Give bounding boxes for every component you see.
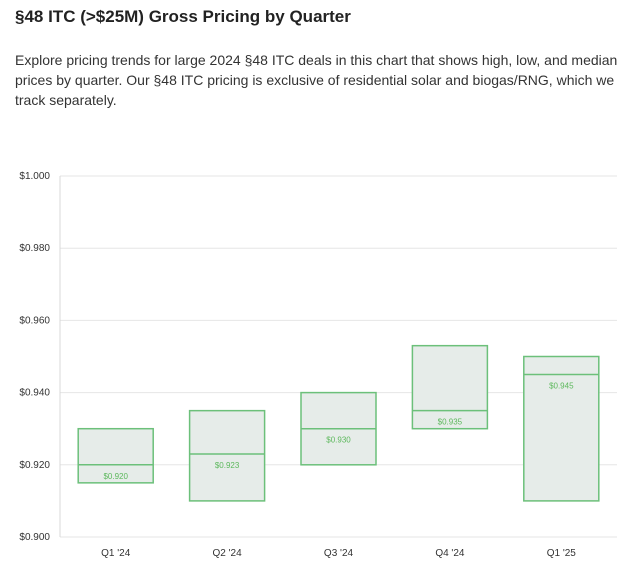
median-data-label: $0.920	[103, 472, 128, 481]
chart-description: Explore pricing trends for large 2024 §4…	[15, 52, 618, 108]
median-data-label: $0.935	[438, 418, 463, 427]
median-data-label: $0.945	[549, 382, 574, 391]
y-tick-label: $0.920	[19, 460, 50, 471]
range-bar	[523, 355, 600, 502]
median-data-label: $0.923	[215, 461, 240, 470]
range-bar	[77, 427, 154, 484]
x-tick-label: Q1 '25	[547, 548, 577, 559]
x-tick-label: Q4 '24	[435, 548, 465, 559]
x-tick-label: Q1 '24	[101, 548, 131, 559]
chart-title: §48 ITC (>$25M) Gross Pricing by Quarter	[15, 7, 351, 26]
x-tick-label: Q2 '24	[213, 548, 243, 559]
x-tick-label: Q3 '24	[324, 548, 354, 559]
range-bar	[411, 344, 489, 430]
y-tick-label: $0.900	[19, 532, 50, 543]
median-data-label: $0.930	[326, 436, 351, 445]
range-bar	[188, 409, 266, 502]
y-tick-label: $0.940	[19, 388, 50, 399]
y-tick-label: $0.960	[19, 315, 50, 326]
y-tick-label: $0.980	[19, 243, 50, 254]
y-tick-label: $1.000	[19, 171, 50, 182]
